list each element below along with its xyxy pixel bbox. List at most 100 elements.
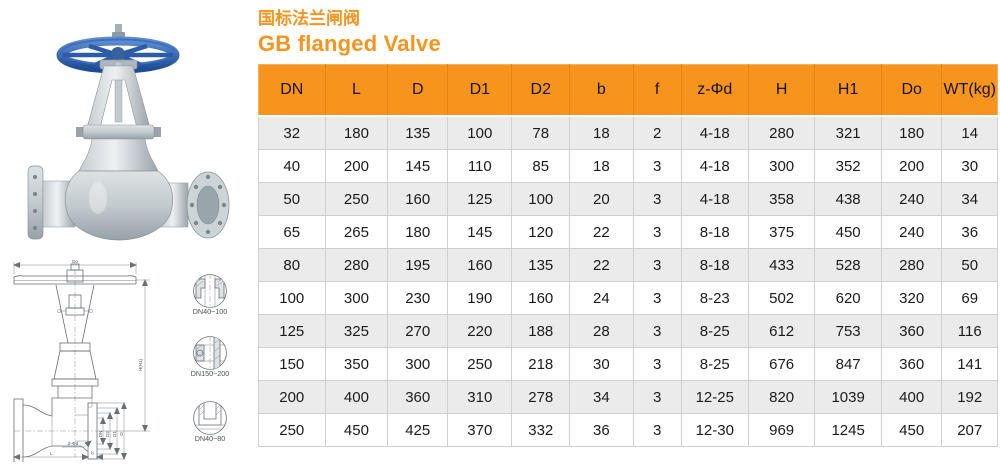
table-cell: 50: [258, 182, 326, 217]
table-cell: 352: [814, 149, 882, 184]
table-cell: 36: [569, 413, 634, 448]
table-cell: 250: [447, 347, 513, 382]
table-cell: 190: [447, 281, 513, 316]
table-cell: 8-18: [680, 215, 749, 250]
table-cell: 220: [447, 314, 513, 349]
table-cell: 24: [569, 281, 634, 316]
table-row: 65 265 180 145 120 22 3 8-18 375 450 240 36: [258, 215, 998, 250]
table-cell: 270: [387, 314, 449, 349]
table-cell: 370: [447, 413, 513, 448]
dimension-diameters: DN D2 D1 D: [97, 402, 127, 460]
table-cell: 180: [324, 115, 389, 151]
table-cell: 438: [814, 182, 882, 217]
table-cell: 160: [447, 248, 513, 283]
table-cell: 135: [387, 115, 449, 151]
h-dimension-label: H(H1): [138, 358, 143, 371]
table-cell: 528: [814, 248, 882, 283]
table-cell: 22: [569, 248, 634, 283]
spec-table-head: DN L D D1 D2 b f z-Φd H H1 Do WT(kg): [258, 64, 998, 118]
spec-table: DN L D D1 D2 b f z-Φd H H1 Do WT(kg) 32 180 135 100 78 1…: [258, 64, 998, 448]
table-cell: 676: [747, 347, 816, 382]
bonnet-bolt-left: [76, 127, 84, 137]
table-cell: 145: [387, 149, 449, 184]
table-row: 150 350 300 250 218 30 3 8-25 676 847 360 141: [258, 347, 998, 382]
table-cell: 3: [632, 215, 682, 250]
table-row: 40 200 145 110 85 18 3 4-18 300 352 200 30: [258, 149, 998, 184]
dimension-h: H(H1): [97, 279, 150, 432]
table-cell: 300: [747, 149, 816, 184]
table-cell: 321: [814, 115, 882, 151]
table-cell: 30: [569, 347, 634, 382]
table-cell: 12-25: [680, 380, 749, 415]
table-cell: 3: [632, 347, 682, 382]
l-dimension-label: L: [50, 451, 53, 456]
table-cell: 8-18: [680, 248, 749, 283]
d1-dimension-label: D1: [112, 431, 117, 437]
table-cell: 34: [569, 380, 634, 415]
table-cell: 50: [941, 248, 998, 283]
b-dimension-label: b: [91, 451, 94, 456]
table-cell: 120: [511, 215, 571, 250]
table-cell: 80: [258, 248, 326, 283]
table-cell: 360: [880, 347, 943, 382]
dimension-b: b: [82, 451, 103, 460]
table-cell: 160: [511, 281, 571, 316]
table-cell: 325: [324, 314, 389, 349]
d-dimension-label: D: [119, 432, 124, 436]
column-header: b: [569, 64, 634, 118]
table-cell: 4-18: [680, 115, 749, 151]
table-cell: 8-23: [680, 281, 749, 316]
table-cell: 145: [447, 215, 513, 250]
table-row: 200 400 360 310 278 34 3 12-25 820 1039 400 192: [258, 380, 998, 415]
table-cell: 3: [632, 380, 682, 415]
table-cell: 125: [447, 182, 513, 217]
table-cell: 188: [511, 314, 571, 349]
table-cell: 110: [447, 149, 513, 184]
table-cell: 450: [324, 413, 389, 448]
header-row: DN L D D1 D2 b f z-Φd H H1 Do WT(kg): [258, 64, 998, 118]
bonnet-bolt-right: [153, 127, 161, 137]
table-cell: 2: [632, 115, 682, 151]
table-cell: 65: [258, 215, 326, 250]
table-cell: 358: [747, 182, 816, 217]
column-header: H1: [814, 64, 882, 118]
table-cell: 28: [569, 314, 634, 349]
table-row: 50 250 160 125 100 20 3 4-18 358 438 240 34: [258, 182, 998, 217]
table-cell: 135: [511, 248, 571, 283]
table-row: 100 300 230 190 160 24 3 8-23 502 620 320 69: [258, 281, 998, 316]
table-cell: 1039: [814, 380, 882, 415]
table-row: 80 280 195 160 135 22 3 8-18 433 528 280 50: [258, 248, 998, 283]
column-header: D2: [511, 64, 571, 118]
table-cell: 320: [880, 281, 943, 316]
d2-dimension-label: D2: [105, 431, 110, 437]
table-cell: 150: [258, 347, 326, 382]
table-cell: 969: [747, 413, 816, 448]
detail-label-1: DN40~100: [193, 307, 228, 316]
table-row: 32 180 135 100 78 18 2 4-18 280 321 180 14: [258, 115, 998, 151]
table-cell: 278: [511, 380, 571, 415]
table-cell: 180: [880, 115, 943, 151]
table-cell: 3: [632, 149, 682, 184]
table-cell: 250: [258, 413, 326, 448]
table-cell: 195: [387, 248, 449, 283]
table-cell: 8-25: [680, 347, 749, 382]
table-cell: 3: [632, 281, 682, 316]
product-spec-section: 国标法兰闸阀 GB flanged Valve DN L D D1 D2 b f z-Φd H H…: [258, 8, 998, 448]
table-cell: 280: [324, 248, 389, 283]
table-cell: 375: [747, 215, 816, 250]
valve-section-view: [13, 263, 137, 464]
table-cell: 3: [632, 182, 682, 217]
table-cell: 20: [569, 182, 634, 217]
table-cell: 207: [941, 413, 998, 448]
table-cell: 22: [569, 215, 634, 250]
detail-view-dn40-80: DN40~80: [193, 401, 227, 443]
table-cell: 200: [880, 149, 943, 184]
table-cell: 100: [447, 115, 513, 151]
table-cell: 4-18: [680, 149, 749, 184]
table-cell: 40: [258, 149, 326, 184]
table-cell: 250: [324, 182, 389, 217]
table-cell: 310: [447, 380, 513, 415]
table-cell: 450: [814, 215, 882, 250]
table-cell: 820: [747, 380, 816, 415]
table-cell: 32: [258, 115, 326, 151]
